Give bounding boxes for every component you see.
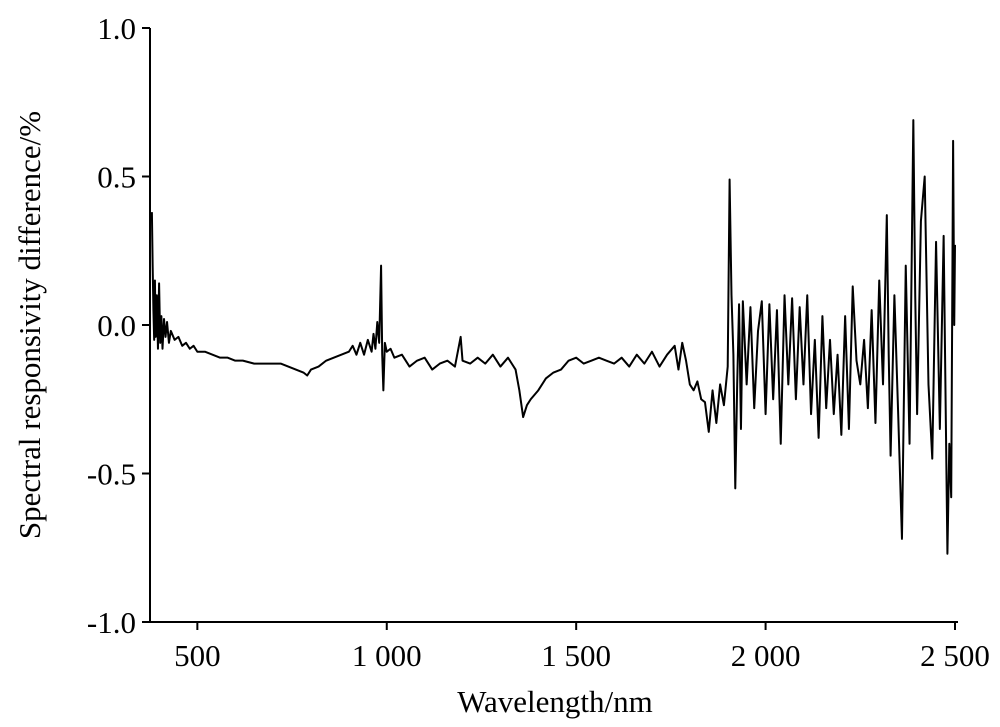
- data-line: [150, 119, 956, 555]
- x-tick-label: 1 500: [541, 638, 611, 673]
- y-tick-label: 0.0: [97, 308, 136, 343]
- x-tick-label: 1 000: [352, 638, 422, 673]
- y-axis-title: Spectral responsivity difference/%: [12, 111, 47, 539]
- x-tick-label: 500: [174, 638, 221, 673]
- x-axis-title: Wavelength/nm: [457, 684, 653, 719]
- y-tick-label: -1.0: [87, 605, 136, 640]
- y-tick-label: 1.0: [97, 11, 136, 46]
- y-tick-label: 0.5: [97, 160, 136, 195]
- x-tick-label: 2 500: [920, 638, 990, 673]
- y-tick-label: -0.5: [87, 457, 136, 492]
- x-tick-label: 2 000: [731, 638, 801, 673]
